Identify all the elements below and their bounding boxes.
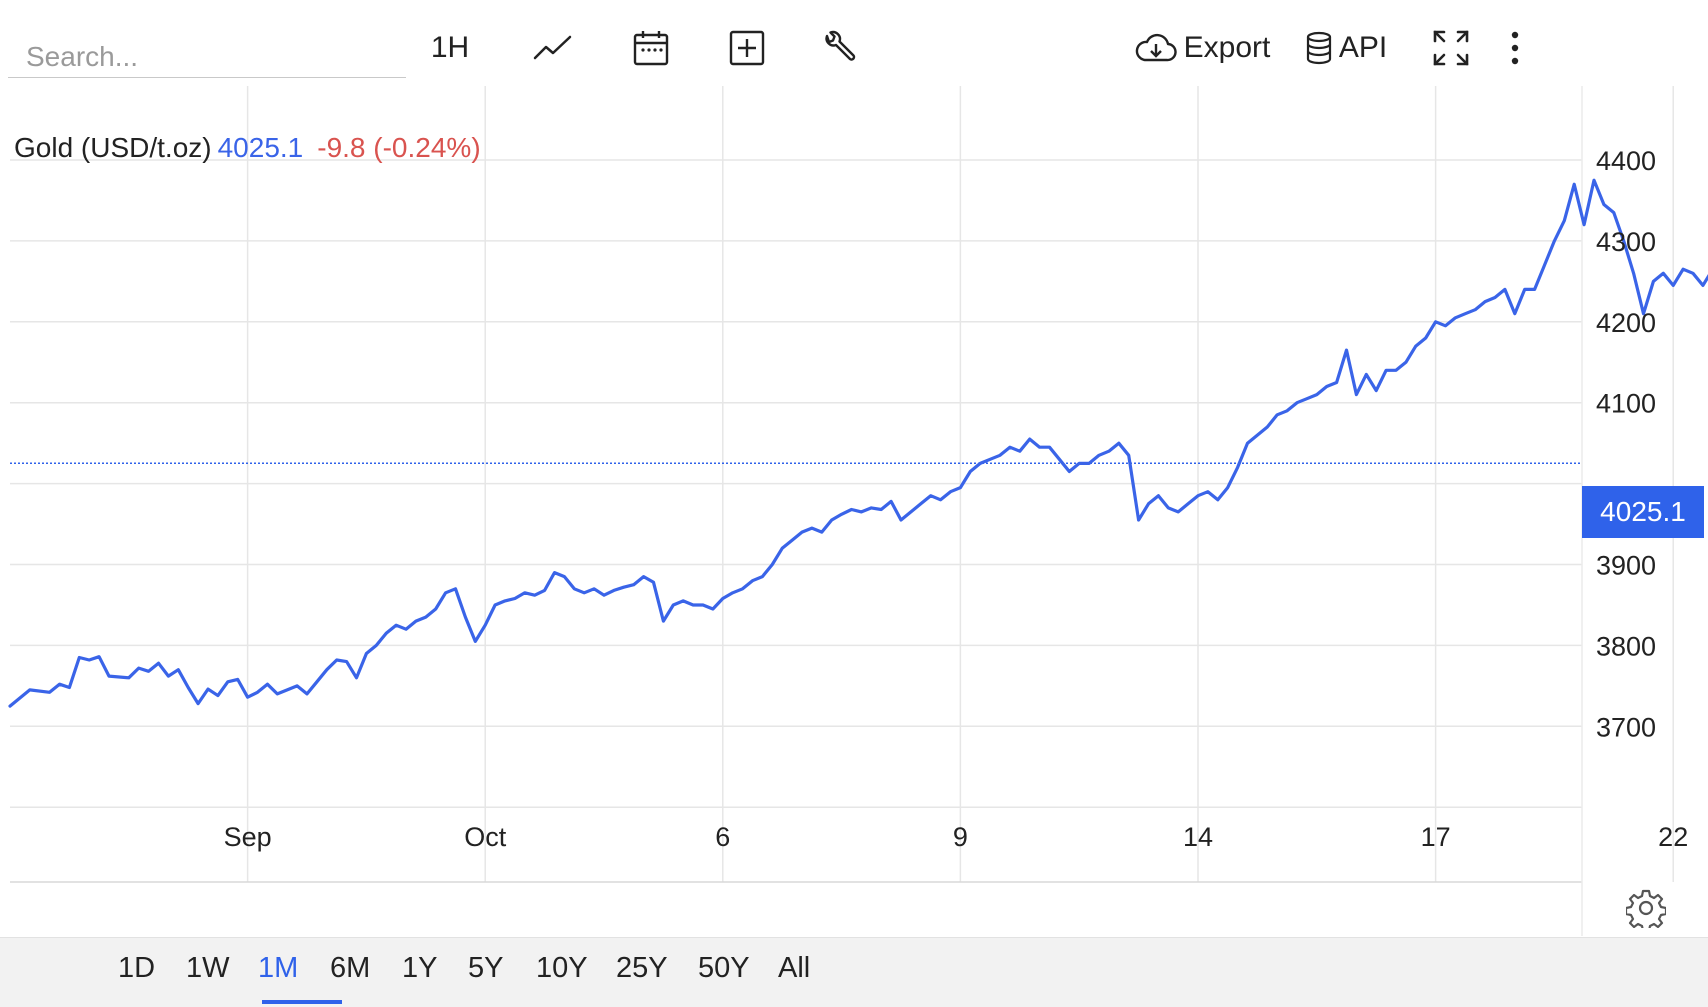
- y-tick-label: 4100: [1596, 389, 1656, 419]
- fullscreen-icon: [1432, 29, 1470, 67]
- compare-button[interactable]: [714, 22, 780, 74]
- search-input[interactable]: [8, 30, 406, 78]
- y-axis-labels: 3700 3800 3900 4100 4200 4300 4400: [1596, 146, 1656, 742]
- horizontal-grid: [10, 159, 1582, 808]
- y-tick-label: 3900: [1596, 551, 1656, 581]
- range-button-1w[interactable]: 1W: [186, 952, 230, 984]
- active-range-underline: [262, 1000, 342, 1004]
- range-button-all[interactable]: All: [778, 952, 811, 984]
- interval-label: 1H: [430, 31, 470, 64]
- price-chart[interactable]: 3700 3800 3900 4100 4200 4300 4400 Sep Oct 6 9 14 1…: [0, 86, 1708, 936]
- more-vertical-icon: [1510, 31, 1520, 65]
- range-button-50y[interactable]: 50Y: [698, 952, 750, 984]
- export-label: Export: [1183, 31, 1271, 64]
- y-tick-label: 3700: [1596, 712, 1656, 742]
- interval-button[interactable]: 1H: [414, 22, 486, 74]
- chart-toolbar: 1H: [0, 0, 1708, 86]
- range-button-25y[interactable]: 25Y: [616, 952, 668, 984]
- more-button[interactable]: [1500, 22, 1530, 74]
- date-range-button[interactable]: [618, 22, 684, 74]
- export-button[interactable]: Export: [1134, 22, 1270, 74]
- database-icon: [1305, 31, 1333, 65]
- calendar-icon: [633, 29, 669, 67]
- range-button-5y[interactable]: 5Y: [468, 952, 504, 984]
- range-button-1d[interactable]: 1D: [118, 952, 156, 984]
- x-tick-label: 6: [715, 822, 730, 852]
- x-tick-label: 14: [1183, 822, 1213, 852]
- indicators-button[interactable]: [806, 22, 872, 74]
- last-price-tag: 4025.1: [1582, 486, 1704, 538]
- plus-box-icon: [729, 30, 765, 66]
- fullscreen-button[interactable]: [1426, 22, 1476, 74]
- x-tick-label: Oct: [464, 822, 507, 852]
- chart-legend: Gold (USD/t.oz) 4025.1 -9.8 (-0.24%): [14, 132, 481, 164]
- y-tick-label: 3800: [1596, 631, 1656, 661]
- legend-change: -9.8 (-0.24%): [317, 132, 481, 163]
- y-tick-label: 4300: [1596, 227, 1656, 257]
- range-button-1y[interactable]: 1Y: [402, 952, 438, 984]
- range-selector: 1D 1W 1M 6M 1Y 5Y 10Y 25Y 50Y All: [0, 937, 1708, 1007]
- chart-type-button[interactable]: [520, 22, 586, 74]
- x-axis-labels: Sep Oct 6 9 14 17 22: [224, 822, 1689, 852]
- legend-series-name: Gold (USD/t.oz): [14, 132, 212, 163]
- line-chart-icon: [533, 33, 573, 63]
- wrench-icon: [821, 30, 857, 66]
- x-tick-label: 17: [1421, 822, 1451, 852]
- api-label: API: [1338, 31, 1388, 64]
- y-tick-label: 4200: [1596, 308, 1656, 338]
- cloud-download-icon: [1134, 33, 1178, 63]
- range-button-1m[interactable]: 1M: [258, 952, 299, 984]
- gear-icon: [1624, 889, 1668, 933]
- settings-button[interactable]: [1624, 888, 1668, 933]
- legend-last-value: 4025.1: [217, 132, 304, 163]
- api-button[interactable]: API: [1302, 22, 1390, 74]
- x-tick-label: 9: [953, 822, 968, 852]
- x-tick-label: 22: [1658, 822, 1688, 852]
- range-button-10y[interactable]: 10Y: [536, 952, 588, 984]
- y-tick-label: 4400: [1596, 146, 1656, 176]
- range-button-6m[interactable]: 6M: [330, 952, 371, 984]
- x-tick-label: Sep: [224, 822, 272, 852]
- series-line-gold: [8, 178, 1708, 708]
